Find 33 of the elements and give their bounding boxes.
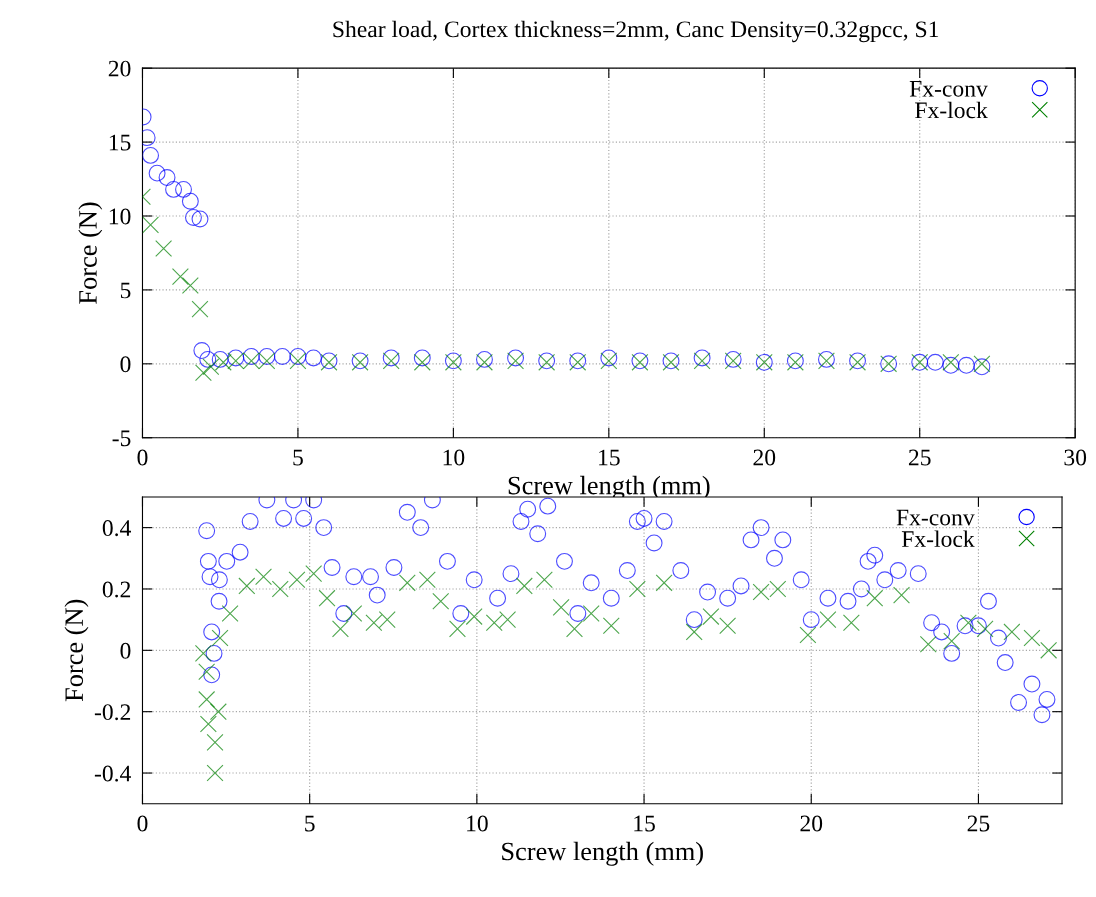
y-axis-title: Force (N) (78, 202, 103, 304)
x-tick-label: 20 (753, 449, 776, 466)
legend-label: Fx-conv (909, 81, 988, 97)
series-label: Fx-conv (896, 509, 975, 526)
y-tick-label: 0 (120, 356, 131, 373)
x-axis-title: Screw length (mm) (508, 475, 710, 500)
y-tick-label: 15 (109, 134, 131, 151)
x-tick-label: 5 (305, 815, 315, 832)
x-tick-label: 20 (800, 815, 823, 832)
legend-label: Fx-lock (901, 530, 975, 548)
y-tick-label: 20 (108, 60, 131, 77)
x-tick-label: 0 (137, 449, 148, 466)
x-tick-label: 30 (1064, 449, 1087, 466)
x-tick-label: 5 (293, 449, 303, 466)
x-tick-label: 10 (443, 449, 465, 466)
y-axis-title: Force (N) (64, 599, 89, 702)
legend-label: Fx-lock (915, 101, 988, 119)
y-tick-label: 0.2 (102, 581, 131, 598)
x-tick-label: 0 (137, 815, 148, 832)
x-tick-label: 25 (908, 449, 931, 466)
x-tick-label: 15 (599, 449, 620, 466)
y-tick-label: -0.2 (94, 704, 131, 721)
y-tick-label: 0.4 (102, 520, 131, 537)
y-tick-label: 10 (109, 208, 131, 225)
y-tick-label: -0.4 (94, 765, 131, 782)
x-axis-title: Screw length (mm) (502, 841, 703, 866)
chart-title: Shear load, Cortex thickness=2mm, Canc Density=0.32gpcc, S1 (333, 20, 939, 43)
y-tick-label: 0 (120, 642, 131, 659)
x-tick-label: 10 (467, 815, 488, 832)
x-tick-label: 25 (967, 815, 990, 832)
y-tick-label: 5 (120, 282, 131, 299)
x-tick-label: 15 (634, 815, 655, 832)
y-tick-label: -5 (112, 430, 131, 447)
